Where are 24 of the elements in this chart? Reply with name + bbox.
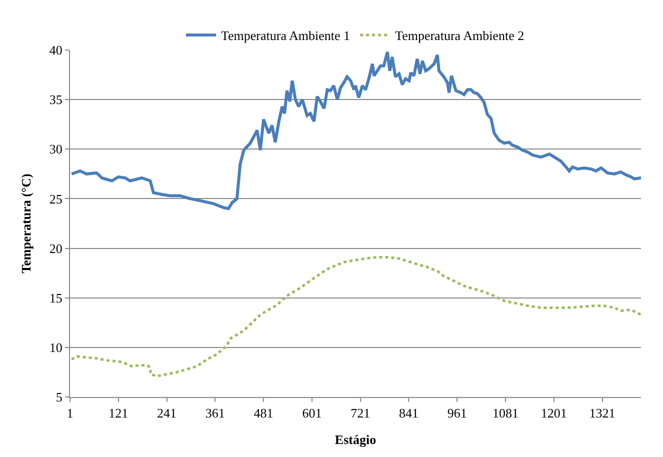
x-tick-label: 1201 — [540, 406, 567, 421]
y-tick-label: 10 — [49, 340, 62, 355]
legend-label: Temperatura Ambiente 1 — [221, 28, 350, 44]
y-tick-label: 15 — [49, 290, 62, 306]
y-tick-label: 40 — [49, 42, 62, 58]
x-tick-label: 121 — [108, 406, 128, 421]
x-tick-label: 241 — [157, 406, 177, 421]
y-tick-label: 35 — [49, 92, 62, 108]
legend-label: Temperatura Ambiente 2 — [395, 28, 524, 44]
x-axis-title: Estágio — [334, 432, 376, 448]
x-tick-label: 1321 — [589, 406, 616, 421]
x-tick-label: 601 — [302, 406, 322, 421]
y-axis-title: Temperatura (°C) — [18, 174, 34, 274]
x-tick-label: 481 — [254, 406, 274, 421]
x-tick-label: 961 — [447, 406, 467, 421]
x-tick-label: 841 — [398, 406, 418, 421]
x-tick-label: 1 — [66, 406, 74, 421]
y-tick-label: 25 — [49, 191, 62, 206]
y-tick-label: 30 — [49, 142, 62, 157]
y-tick-label: 5 — [56, 390, 62, 405]
x-tick-label: 721 — [350, 406, 370, 421]
y-tick-label: 20 — [49, 240, 62, 256]
x-tick-label: 361 — [205, 406, 225, 421]
x-tick-label: 1081 — [492, 406, 519, 421]
